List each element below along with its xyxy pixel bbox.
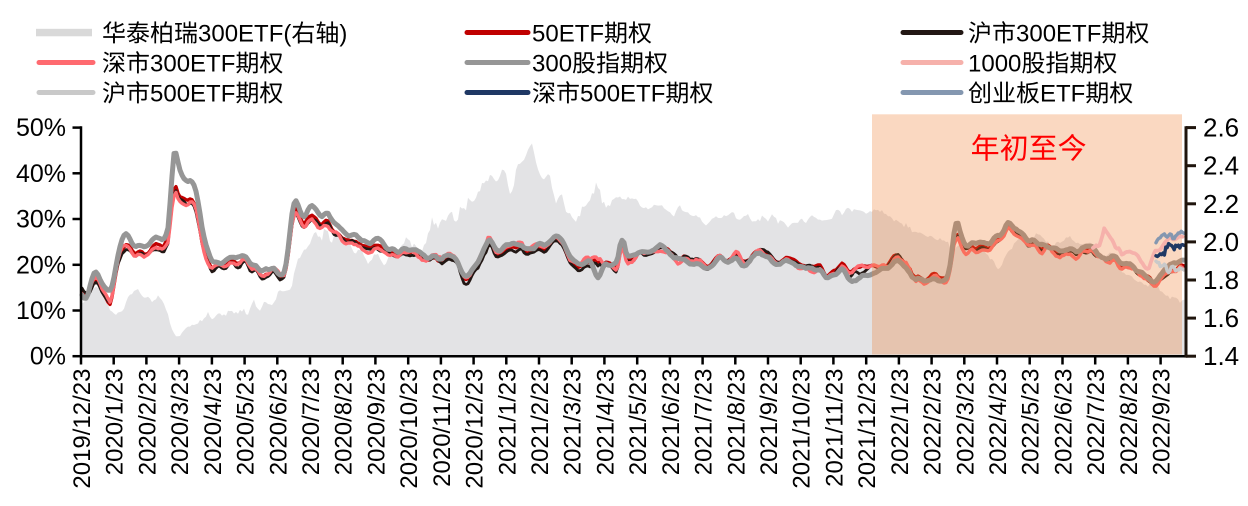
svg-text:2021/5/23: 2021/5/23 (625, 369, 652, 476)
svg-text:2021/2/23: 2021/2/23 (527, 369, 554, 476)
svg-text:2021/6/23: 2021/6/23 (658, 369, 685, 476)
svg-text:2020/6/23: 2020/6/23 (265, 369, 292, 476)
svg-text:300ETF: 300ETF (150, 51, 235, 78)
svg-text:1000: 1000 (968, 51, 1021, 78)
svg-text:2020/4/23: 2020/4/23 (200, 369, 227, 476)
svg-text:2020/3/23: 2020/3/23 (167, 369, 194, 476)
svg-text:2021/10/23: 2021/10/23 (789, 369, 816, 489)
svg-text:2022/3/23: 2022/3/23 (952, 369, 979, 476)
svg-text:2022/6/23: 2022/6/23 (1051, 369, 1078, 476)
svg-text:2022/2/23: 2022/2/23 (920, 369, 947, 476)
svg-text:2021/9/23: 2021/9/23 (756, 369, 783, 476)
svg-text:30%: 30% (16, 206, 66, 234)
svg-text:2021/4/23: 2021/4/23 (592, 369, 619, 476)
svg-text:2022/8/23: 2022/8/23 (1116, 369, 1143, 476)
svg-text:2020/10/23: 2020/10/23 (396, 369, 423, 489)
svg-text:1.6: 1.6 (1203, 303, 1239, 333)
svg-text:2.0: 2.0 (1203, 227, 1239, 257)
svg-text:2.2: 2.2 (1203, 189, 1239, 219)
svg-text:1.4: 1.4 (1203, 341, 1239, 371)
svg-text:2021/11/23: 2021/11/23 (821, 369, 848, 487)
svg-text:ETF: ETF (1040, 81, 1085, 108)
svg-text:20%: 20% (16, 251, 66, 279)
svg-text:500ETF: 500ETF (580, 81, 665, 108)
svg-text:300: 300 (532, 51, 572, 78)
svg-text:2019/12/23: 2019/12/23 (69, 369, 96, 489)
svg-text:2020/1/23: 2020/1/23 (102, 369, 129, 476)
svg-text:40%: 40% (16, 160, 66, 188)
svg-text:0%: 0% (30, 343, 66, 371)
svg-text:10%: 10% (16, 297, 66, 325)
svg-text:2022/4/23: 2022/4/23 (985, 369, 1012, 476)
svg-text:2022/5/23: 2022/5/23 (1018, 369, 1045, 476)
svg-text:2020/2/23: 2020/2/23 (134, 369, 161, 476)
svg-text:2021/1/23: 2021/1/23 (494, 369, 521, 476)
svg-text:50ETF: 50ETF (532, 21, 604, 48)
svg-text:300ETF(: 300ETF( (198, 21, 291, 48)
svg-text:2020/9/23: 2020/9/23 (363, 369, 390, 476)
svg-text:2.6: 2.6 (1203, 113, 1239, 143)
svg-text:2020/5/23: 2020/5/23 (233, 369, 260, 476)
svg-text:2022/9/23: 2022/9/23 (1149, 369, 1176, 476)
svg-text:1.8: 1.8 (1203, 265, 1239, 295)
svg-text:50%: 50% (16, 114, 66, 142)
svg-text:2021/7/23: 2021/7/23 (691, 369, 718, 476)
svg-text:2022/1/23: 2022/1/23 (887, 369, 914, 476)
svg-text:2020/7/23: 2020/7/23 (298, 369, 325, 476)
svg-text:300ETF: 300ETF (1016, 21, 1101, 48)
svg-text:): ) (339, 21, 347, 48)
svg-text:2021/12/23: 2021/12/23 (854, 369, 881, 489)
svg-text:2022/7/23: 2022/7/23 (1083, 369, 1110, 476)
svg-text:2020/8/23: 2020/8/23 (331, 369, 358, 476)
svg-text:2.4: 2.4 (1203, 151, 1239, 181)
svg-text:2020/12/23: 2020/12/23 (462, 369, 489, 489)
svg-text:2020/11/23: 2020/11/23 (429, 369, 456, 487)
svg-text:500ETF: 500ETF (150, 81, 235, 108)
svg-text:2021/8/23: 2021/8/23 (723, 369, 750, 476)
svg-text:2021/3/23: 2021/3/23 (560, 369, 587, 476)
